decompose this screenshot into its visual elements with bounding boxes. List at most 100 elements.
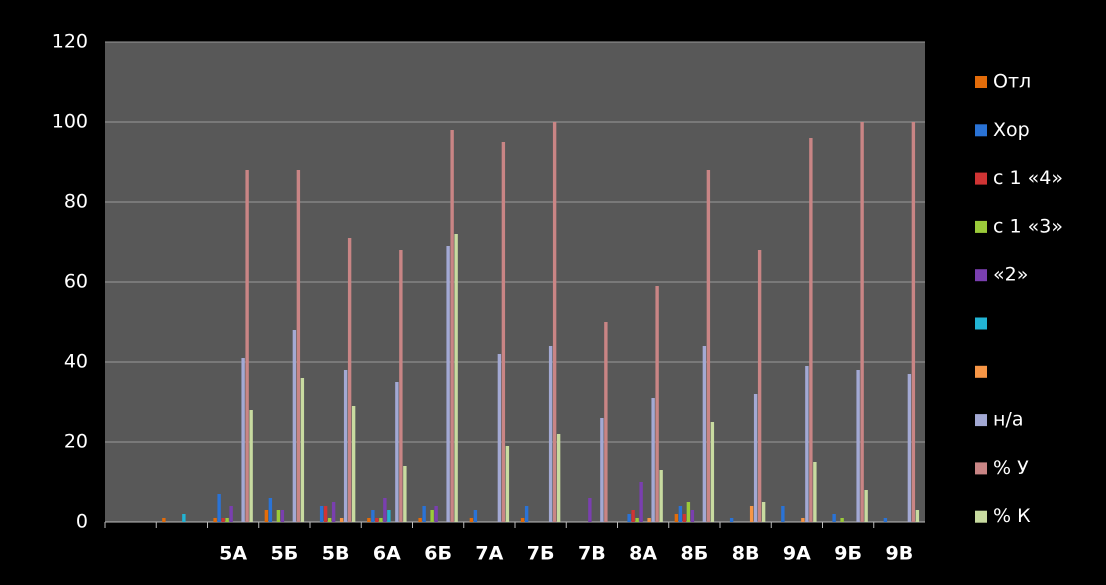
bar — [268, 498, 273, 522]
bar — [604, 322, 608, 522]
bar — [864, 490, 868, 522]
bar — [434, 506, 438, 522]
bar — [520, 518, 525, 522]
bar — [327, 518, 332, 522]
bar — [241, 358, 245, 522]
bar — [245, 170, 249, 522]
legend-swatch — [975, 269, 987, 282]
legend-swatch — [975, 462, 987, 475]
legend-label: «2» — [993, 264, 1028, 286]
bar — [674, 514, 679, 522]
bar — [729, 518, 734, 522]
bar — [651, 398, 655, 522]
bar — [761, 502, 766, 522]
bar — [753, 394, 758, 522]
bar — [600, 418, 604, 522]
bar — [229, 506, 233, 522]
bar — [631, 510, 635, 522]
bar — [473, 510, 478, 522]
bar — [383, 498, 387, 522]
bar — [524, 506, 529, 522]
bar — [264, 510, 269, 522]
bar — [225, 518, 229, 522]
bar — [809, 138, 813, 522]
bar — [446, 246, 450, 522]
bar — [781, 506, 785, 522]
legend-swatch — [975, 317, 987, 330]
bar — [319, 506, 324, 522]
bar — [375, 518, 379, 522]
bar — [331, 502, 336, 522]
bar — [690, 510, 695, 522]
x-tick-label: 5Б — [271, 543, 299, 565]
bar — [635, 518, 639, 522]
bar — [682, 514, 687, 522]
bar — [323, 506, 328, 522]
bar — [832, 514, 836, 522]
bar — [347, 238, 352, 522]
bar — [749, 506, 754, 522]
bar — [639, 482, 643, 522]
bar — [280, 510, 285, 522]
x-tick-label: 5В — [322, 543, 350, 565]
bar — [686, 502, 691, 522]
bar — [805, 366, 809, 522]
bar — [552, 122, 557, 522]
bar — [213, 518, 217, 522]
y-tick-label: 0 — [76, 511, 88, 533]
bar — [387, 510, 391, 522]
bar — [801, 518, 805, 522]
x-tick-label: 9Б — [834, 543, 862, 565]
bar — [343, 370, 348, 522]
bar — [276, 510, 281, 522]
legend-swatch — [975, 124, 987, 137]
bar — [430, 510, 434, 522]
bar — [501, 142, 506, 522]
bar — [813, 462, 817, 522]
x-tick-label: 9А — [783, 543, 811, 565]
bar — [371, 510, 375, 522]
bar — [162, 518, 166, 522]
bar — [860, 122, 864, 522]
legend-label: с 1 «3» — [993, 215, 1063, 237]
bar — [702, 346, 707, 522]
x-tick-label: 8В — [732, 543, 760, 565]
legend-swatch — [975, 510, 987, 523]
bar — [418, 518, 422, 522]
bar — [300, 378, 305, 522]
bar — [292, 330, 297, 522]
y-tick-label: 40 — [64, 351, 88, 373]
bar — [915, 510, 920, 522]
bar — [469, 518, 474, 522]
bar — [840, 518, 844, 522]
x-tick-label: 6А — [373, 543, 401, 565]
y-tick-label: 80 — [64, 191, 88, 213]
legend-label: Хор — [993, 119, 1030, 141]
bar — [856, 370, 860, 522]
bar — [422, 506, 426, 522]
bar — [249, 410, 253, 522]
bar — [505, 446, 510, 522]
x-tick-label: 8Б — [681, 543, 709, 565]
legend-swatch — [975, 365, 987, 378]
legend-swatch — [975, 172, 987, 185]
legend-label: Отл — [993, 71, 1031, 93]
legend-swatch — [975, 414, 987, 427]
bar — [678, 506, 683, 522]
bar — [907, 374, 912, 522]
legend-swatch — [975, 220, 987, 233]
bar — [296, 170, 301, 522]
bar — [556, 434, 561, 522]
x-tick-label: 5А — [219, 543, 247, 565]
bar — [221, 518, 225, 522]
bar — [706, 170, 711, 522]
bar — [339, 518, 344, 522]
bar — [627, 514, 631, 522]
legend-label: % К — [993, 505, 1031, 527]
bar — [757, 250, 762, 522]
x-tick-label: 8А — [629, 543, 657, 565]
x-tick-label: 7Б — [527, 543, 555, 565]
bar — [379, 518, 383, 522]
y-tick-label: 120 — [52, 31, 88, 53]
